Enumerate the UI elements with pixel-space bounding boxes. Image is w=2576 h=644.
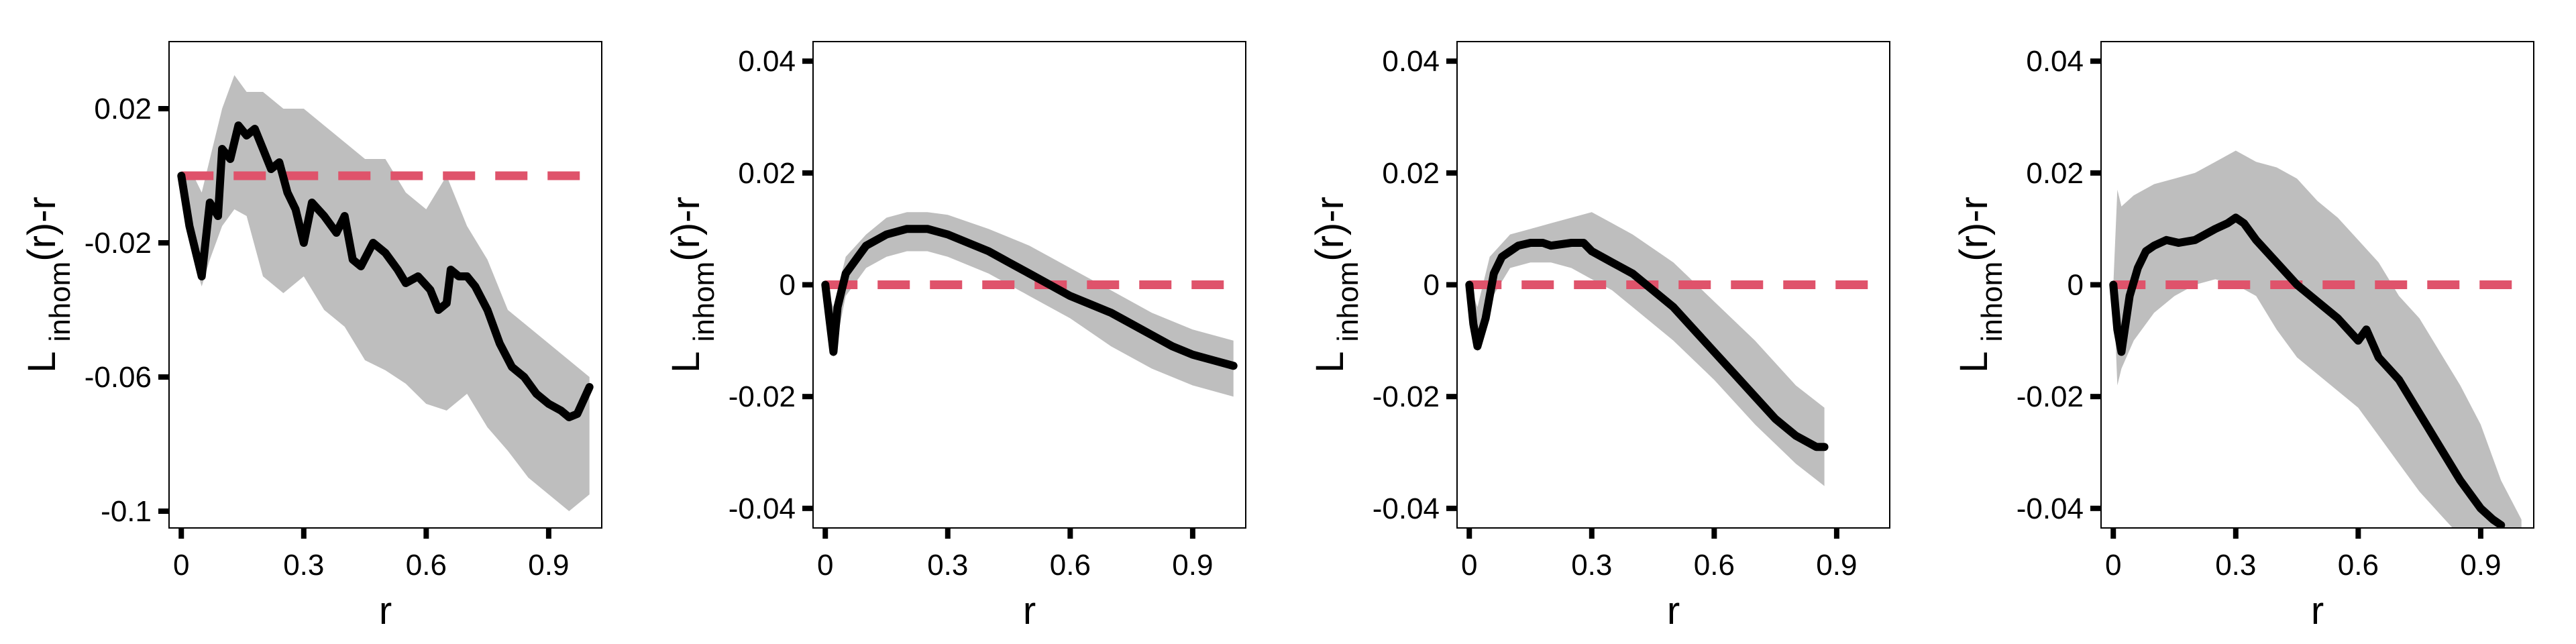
x-tick-label: 0 — [817, 549, 833, 582]
y-axis-title-suffix: (r)-r — [1308, 197, 1352, 262]
x-tick-label: 0.3 — [927, 549, 968, 582]
plot-frame — [168, 41, 602, 529]
x-tick-label: 0.6 — [406, 549, 447, 582]
y-axis-title-suffix: (r)-r — [664, 197, 708, 262]
y-axis-title-main: L — [664, 352, 708, 373]
observed-line — [821, 225, 1238, 370]
y-axis-title-suffix: (r)-r — [20, 197, 64, 262]
y-tick-label: -0.04 — [1373, 492, 1440, 525]
x-tick-label: 0.6 — [2338, 549, 2379, 582]
x-axis-title: r — [1667, 589, 1680, 633]
y-tick-label: -0.02 — [2017, 380, 2084, 413]
panel-2: 0 0.3 0.6 0.9 0.04 0.02 0 -0.02 -0.04 r Linhom(r)-… — [664, 41, 1246, 633]
y-axis-title: Linhom(r)-r — [1952, 197, 2008, 373]
envelope-band — [181, 75, 590, 511]
observed-line — [1465, 239, 1829, 451]
y-tick-label: 0 — [2068, 269, 2084, 302]
y-tick-label: 0.04 — [2026, 45, 2084, 78]
y-axis-title-main: L — [20, 352, 64, 373]
x-tick-label: 0.3 — [283, 549, 324, 582]
y-axis-title-sub: inhom — [1332, 262, 1364, 342]
x-axis-title: r — [379, 589, 392, 633]
y-tick-label: -0.1 — [101, 495, 152, 528]
y-axis-title: Linhom(r)-r — [664, 197, 720, 373]
x-tick-label: 0.6 — [1694, 549, 1735, 582]
x-tick-label: 0.9 — [1816, 549, 1857, 582]
x-tick-label: 0.3 — [1571, 549, 1612, 582]
observed-line — [2109, 213, 2506, 528]
y-tick-label: 0.02 — [1382, 157, 1440, 190]
x-tick-label: 0.9 — [1172, 549, 1213, 582]
plot-area — [2109, 150, 2522, 528]
envelope-band — [1469, 212, 1825, 486]
y-tick-label: 0.02 — [738, 157, 796, 190]
y-tick-label: -0.04 — [2017, 492, 2084, 525]
x-tick-label: 0.9 — [528, 549, 569, 582]
y-tick-label: 0.02 — [2026, 157, 2084, 190]
panel-1: 0 0.3 0.6 0.9 0.02 -0.02 -0.06 -0.1 r Linhom(r)-r — [20, 41, 602, 633]
x-tick-label: 0.6 — [1050, 549, 1091, 582]
y-axis-title-main: L — [1952, 352, 1996, 373]
panel-4: 0 0.3 0.6 0.9 0.04 0.02 0 -0.02 -0.04 r Linhom(r)-… — [1952, 41, 2534, 633]
y-axis-title: Linhom(r)-r — [20, 197, 76, 373]
envelope-band — [2113, 150, 2522, 528]
y-axis-title-main: L — [1308, 352, 1352, 373]
y-axis-title: Linhom(r)-r — [1308, 197, 1364, 373]
y-tick-label: 0 — [780, 269, 796, 302]
y-axis-title-sub: inhom — [688, 262, 720, 342]
x-tick-label: 0.9 — [2460, 549, 2501, 582]
x-tick-label: 0.3 — [2215, 549, 2256, 582]
x-axis-title: r — [2311, 589, 2324, 633]
envelope-band — [825, 212, 1234, 397]
y-tick-label: -0.02 — [729, 380, 796, 413]
y-tick-label: -0.06 — [85, 361, 152, 394]
y-tick-label: -0.02 — [85, 227, 152, 260]
plot-area — [177, 75, 594, 511]
y-axis-title-sub: inhom — [44, 262, 76, 342]
observed-line — [177, 121, 594, 421]
y-tick-label: 0.04 — [738, 45, 796, 78]
y-axis-title-suffix: (r)-r — [1952, 197, 1996, 262]
y-tick-label: 0 — [1424, 269, 1440, 302]
y-tick-label: -0.04 — [729, 492, 796, 525]
panel-3: 0 0.3 0.6 0.9 0.04 0.02 0 -0.02 -0.04 r Linhom(r)-… — [1308, 41, 1890, 633]
x-tick-label: 0 — [1461, 549, 1477, 582]
x-axis-title: r — [1023, 589, 1036, 633]
plot-area — [821, 212, 1238, 397]
x-tick-label: 0 — [173, 549, 189, 582]
y-tick-label: -0.02 — [1373, 380, 1440, 413]
x-tick-label: 0 — [2105, 549, 2121, 582]
plot-area — [1465, 212, 1878, 486]
y-tick-label: 0.04 — [1382, 45, 1440, 78]
y-tick-label: 0.02 — [94, 93, 152, 125]
y-axis-title-sub: inhom — [1976, 262, 2008, 342]
